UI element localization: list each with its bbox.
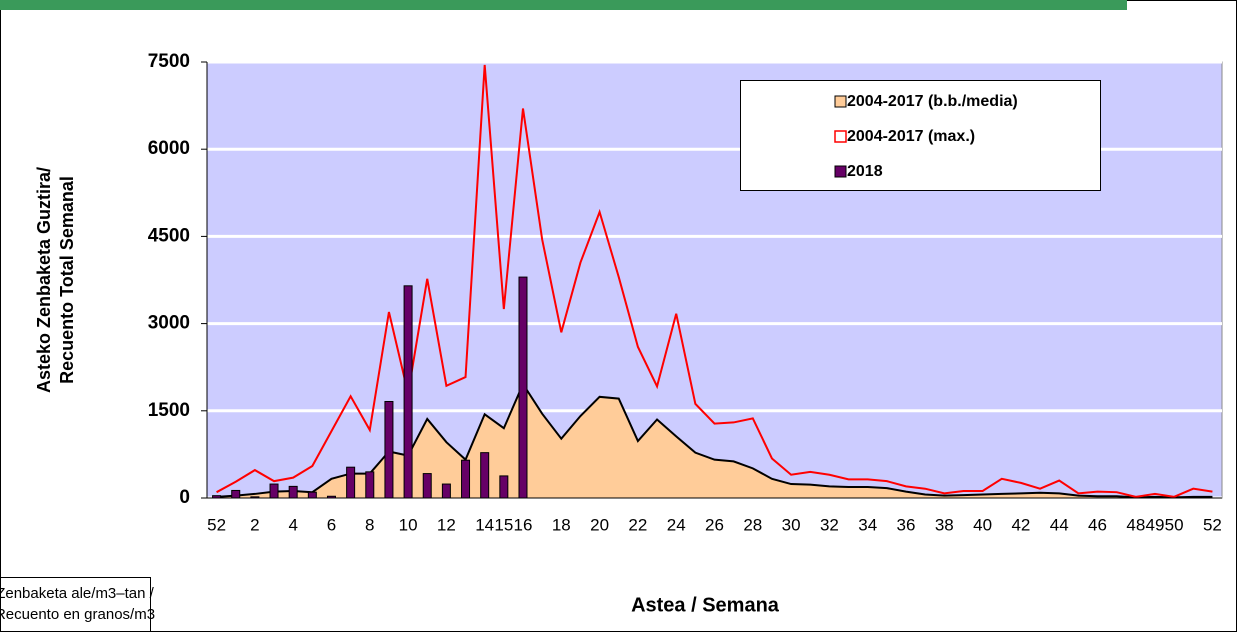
- x-tick-label: 28: [743, 515, 762, 534]
- note-box: [0, 577, 151, 632]
- x-tick-label: 26: [705, 515, 724, 534]
- x-tick-label: 34: [858, 515, 877, 534]
- x-tick-label: 49: [1146, 515, 1165, 534]
- bar: [365, 471, 375, 499]
- y-tick-label: 4500: [148, 225, 190, 246]
- y-axis-title: Recuento Total Semanal: [57, 176, 77, 384]
- x-tick-label: 24: [667, 515, 686, 534]
- y-tick-label: 3000: [148, 313, 190, 334]
- x-axis-title: Astea / Semana: [631, 594, 780, 616]
- line: [216, 64, 1213, 498]
- x-tick-label: 15: [494, 515, 513, 534]
- x-tick-label: 22: [628, 515, 647, 534]
- x-tick-label: 4: [288, 515, 297, 534]
- note: Recuento en granos/m3: [0, 606, 155, 623]
- bar: [384, 400, 394, 499]
- legend-swatch: [834, 95, 847, 108]
- marks: [212, 64, 1213, 499]
- header-bar: [0, 0, 1127, 10]
- x-tick-label: 2: [250, 515, 259, 534]
- bar: [480, 452, 490, 499]
- x-tick-label: 48: [1126, 515, 1145, 534]
- bar: [518, 276, 528, 499]
- x-tick-label: 10: [399, 515, 418, 534]
- x-tick-label: 18: [552, 515, 571, 534]
- x-tick-label: 50: [1165, 515, 1184, 534]
- x-tick-label: 40: [973, 515, 992, 534]
- x-tick-label: 52: [1203, 515, 1222, 534]
- x-tick-label: 6: [327, 515, 336, 534]
- x-tick-label: 12: [437, 515, 456, 534]
- x-tick-label: 44: [1050, 515, 1069, 534]
- y-tick-label: 7500: [148, 51, 190, 72]
- bar: [346, 466, 356, 499]
- bar: [461, 459, 471, 499]
- legend-label: 2004-2017 (b.b./media): [847, 93, 1018, 110]
- legend: [740, 80, 1101, 191]
- x-tick-label: 38: [935, 515, 954, 534]
- y-tick-label: 0: [179, 487, 190, 508]
- bar: [403, 285, 413, 499]
- legend-label: 2018: [847, 163, 883, 180]
- x-tick-label: 46: [1088, 515, 1107, 534]
- note: Zenbaketa ale/m3–tan /: [0, 585, 155, 602]
- y-tick-label: 1500: [148, 400, 190, 421]
- area-line: [216, 381, 1213, 499]
- x-tick-label: 52: [207, 515, 226, 534]
- x-tick-label: 14: [475, 515, 494, 534]
- x-tick-label: 42: [1011, 515, 1030, 534]
- bar: [307, 491, 317, 499]
- bar: [499, 475, 509, 499]
- x-tick-label: 36: [897, 515, 916, 534]
- legend-label: 2004-2017 (max.): [847, 128, 975, 145]
- bar: [231, 489, 241, 499]
- x-tick-label: 32: [820, 515, 839, 534]
- x-tick-label: 20: [590, 515, 609, 534]
- legend-swatch: [834, 130, 847, 143]
- x-tick-label: 16: [514, 515, 533, 534]
- x-tick-label: 30: [782, 515, 801, 534]
- bar: [288, 485, 298, 499]
- y-tick-label: 6000: [148, 138, 190, 159]
- bar: [441, 483, 451, 499]
- bar: [422, 473, 432, 499]
- x-tick-label: 8: [365, 515, 374, 534]
- y-axis-title: Asteko Zenbaketa Guztira/: [34, 167, 54, 393]
- bar: [269, 483, 279, 499]
- legend-swatch: [834, 165, 847, 178]
